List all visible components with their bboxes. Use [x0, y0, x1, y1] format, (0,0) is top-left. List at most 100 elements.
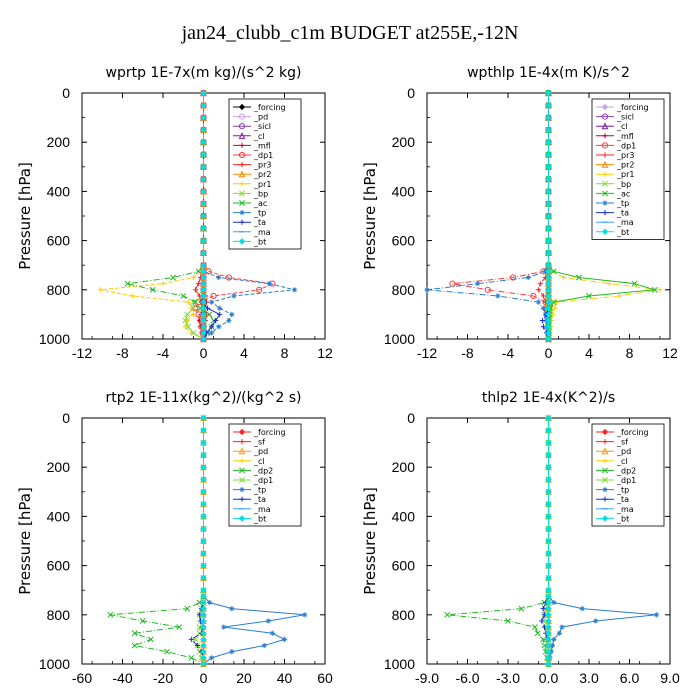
data-point	[545, 550, 552, 557]
data-point	[200, 286, 207, 293]
data-point	[525, 274, 531, 281]
data-point	[545, 593, 552, 600]
y-tick-label: 400	[392, 183, 416, 199]
y-axis-label: Pressure [hPa]	[361, 162, 379, 270]
data-point	[545, 630, 552, 637]
y-axis-label: Pressure [hPa]	[16, 162, 34, 270]
data-point	[190, 305, 197, 312]
y-axis-label: Pressure [hPa]	[361, 487, 379, 595]
x-tick-label: 4	[585, 345, 593, 361]
legend-label: _ta	[616, 209, 629, 218]
data-point	[593, 618, 599, 624]
series-tp	[424, 90, 552, 342]
legend-marker	[602, 487, 608, 493]
data-point	[200, 323, 207, 330]
data-point	[192, 287, 198, 293]
data-point	[545, 305, 552, 312]
data-point	[97, 287, 103, 293]
legend-marker	[239, 190, 245, 197]
data-point	[209, 324, 215, 330]
x-tick-label: 60	[317, 670, 333, 686]
legend-label: _bp	[616, 180, 631, 189]
data-point	[200, 274, 207, 281]
data-point	[281, 636, 288, 642]
data-point	[216, 274, 222, 281]
legend-label: _dp2	[253, 466, 273, 475]
data-point	[200, 317, 207, 324]
data-point	[195, 281, 202, 287]
data-point	[200, 660, 207, 668]
legend-label: _ma	[253, 505, 271, 514]
legend-label: _bt	[253, 237, 266, 246]
legend-marker	[601, 228, 609, 235]
data-point	[188, 654, 195, 661]
legend-marker	[601, 103, 609, 111]
legend-label: _tp	[616, 199, 629, 208]
legend-marker	[602, 171, 608, 177]
data-point	[545, 525, 552, 532]
legend-marker	[238, 170, 246, 178]
data-point	[200, 163, 207, 170]
data-point	[200, 329, 207, 337]
data-point	[216, 324, 222, 330]
x-tick-label: 0.0	[539, 670, 559, 686]
data-point	[200, 525, 207, 532]
legend-label: _forcing	[253, 103, 286, 112]
legend-marker	[602, 190, 608, 197]
data-point	[200, 225, 207, 232]
data-point	[190, 329, 197, 336]
data-point	[559, 624, 565, 630]
data-point	[184, 605, 191, 612]
data-point	[266, 281, 272, 287]
data-point	[200, 451, 207, 459]
data-point	[616, 293, 622, 299]
y-tick-label: 1000	[384, 331, 415, 347]
data-point	[292, 287, 298, 293]
data-point	[229, 649, 235, 655]
y-tick-label: 1000	[39, 656, 70, 672]
legend-marker	[601, 142, 609, 149]
x-tick-label: -40	[112, 670, 132, 686]
legend-label: _bt	[253, 514, 266, 523]
data-point	[149, 286, 156, 293]
series-line	[447, 418, 549, 665]
legend-marker	[601, 515, 609, 522]
panel-title: rtp2 1E-11x(kg^2)/(kg^2 s)	[106, 390, 302, 406]
legend-marker	[239, 458, 245, 464]
data-point	[139, 617, 146, 624]
series-line	[452, 93, 549, 339]
legend-marker	[238, 447, 246, 455]
y-tick-label: 400	[47, 508, 71, 524]
data-point	[575, 274, 582, 281]
x-tick-label: 4	[240, 345, 248, 361]
data-point	[545, 537, 552, 545]
data-point	[545, 114, 552, 121]
legend-label: _sf	[616, 438, 628, 447]
y-tick-label: 800	[47, 607, 71, 623]
data-point	[194, 642, 201, 649]
data-point	[124, 280, 131, 287]
legend-marker	[239, 200, 245, 206]
x-tick-label: 20	[236, 670, 252, 686]
data-point	[545, 648, 552, 655]
y-tick-label: 0	[407, 410, 415, 426]
legend-box	[591, 98, 665, 240]
data-point	[631, 280, 638, 287]
data-point	[545, 89, 552, 97]
data-point	[545, 439, 552, 446]
data-point	[586, 292, 592, 299]
data-point	[545, 427, 552, 434]
data-point	[545, 286, 552, 293]
data-point	[256, 286, 263, 293]
data-point	[545, 335, 552, 343]
legend-label: _dp1	[616, 476, 636, 485]
data-point	[147, 636, 154, 643]
data-point	[545, 298, 552, 306]
data-point	[540, 324, 547, 330]
y-tick-label: 200	[392, 459, 416, 475]
data-point	[545, 280, 552, 287]
data-point	[545, 212, 552, 220]
legend-label: _forcing	[616, 428, 649, 437]
legend-label: _pr2	[253, 170, 271, 179]
data-point	[549, 642, 556, 649]
